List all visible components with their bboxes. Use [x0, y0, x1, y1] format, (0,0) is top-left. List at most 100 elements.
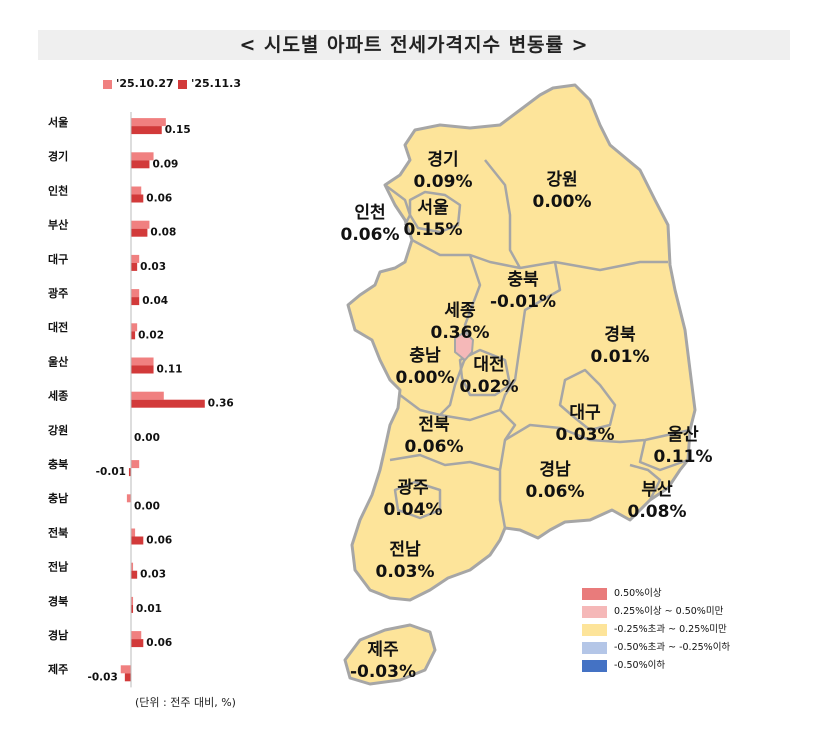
map-labels: 경기0.09%인천0.06%서울0.15%강원0.00%충북-0.01%세종0.… — [341, 150, 713, 682]
data-label: -0.01 — [96, 466, 126, 478]
map-legend-swatch — [582, 588, 607, 600]
map-region-value: 0.03% — [376, 562, 435, 582]
data-label: 0.00 — [134, 432, 160, 444]
data-label: 0.04 — [142, 295, 168, 307]
bar-curr — [131, 639, 144, 648]
map-region-name: 대전 — [473, 355, 504, 375]
map-region-value: 0.08% — [628, 502, 687, 522]
border-chungnam-chungbuk — [399, 254, 482, 417]
bar-curr — [131, 297, 140, 306]
map-region-value: 0.09% — [414, 172, 473, 192]
data-label: 0.03 — [140, 569, 166, 581]
bar-curr — [131, 604, 134, 613]
map-region-name: 서울 — [417, 198, 449, 218]
bar-prev — [120, 665, 131, 674]
category-label: 경북 — [48, 594, 68, 608]
map-region-name: 경북 — [604, 325, 636, 345]
bar-prev — [131, 528, 136, 537]
map-legend-label: 0.50%이상 — [614, 588, 662, 599]
legend-swatch-prev — [103, 79, 112, 89]
bar-prev — [126, 494, 131, 503]
map-region-name: 제주 — [367, 640, 399, 660]
map-region-value: 0.36% — [431, 323, 490, 343]
category-label: 서울 — [48, 115, 68, 129]
data-label: 0.15 — [165, 124, 191, 136]
map-region-value: 0.06% — [341, 225, 400, 245]
map-region-value: 0.04% — [384, 500, 443, 520]
category-label: 광주 — [48, 287, 68, 300]
map-region-name: 광주 — [397, 478, 429, 498]
bar-curr — [131, 262, 138, 271]
legend-item-prev: '25.10.27 — [103, 77, 174, 90]
category-label: 부산 — [48, 218, 68, 232]
border-chungbuk-gyeongbuk — [498, 261, 562, 411]
bar-curr — [131, 536, 144, 545]
map-legend-swatch — [582, 642, 607, 654]
category-label: 대구 — [48, 252, 68, 266]
bar-curr — [131, 365, 154, 374]
data-label: 0.11 — [157, 364, 183, 376]
map-region-value: -0.01% — [490, 292, 556, 312]
bar-prev — [131, 289, 140, 298]
border-gyeonggi-gangwon — [484, 159, 522, 269]
bar-curr — [131, 331, 136, 340]
map-legend-label: -0.25%초과 ~ 0.25%미만 — [614, 624, 727, 635]
data-label: 0.08 — [150, 227, 176, 239]
border-jeonbuk-jeonnam — [389, 453, 501, 472]
category-label: 인천 — [48, 183, 68, 197]
bar-prev — [131, 357, 154, 366]
map-region-value: 0.15% — [404, 220, 463, 240]
border-ulsan-busan — [638, 439, 689, 472]
bar-prev — [131, 220, 150, 229]
map-jeju — [343, 623, 437, 686]
data-label: 0.06 — [146, 535, 172, 547]
data-label: 0.02 — [138, 329, 164, 341]
map-region-value: 0.11% — [654, 447, 713, 467]
map-legend-label: -0.50%초과 ~ -0.25%이하 — [614, 642, 731, 653]
map-region-value: 0.00% — [533, 192, 592, 212]
bar-prev — [131, 254, 140, 263]
data-label: 0.00 — [134, 500, 160, 512]
legend-item-curr: '25.11.3 — [178, 77, 241, 90]
map-sejong — [454, 330, 475, 362]
bar-prev — [131, 562, 134, 571]
legend-label-curr: '25.11.3 — [191, 77, 241, 90]
category-label: 세종 — [48, 389, 68, 403]
bar-curr — [124, 673, 131, 682]
category-label: 전남 — [48, 560, 68, 574]
bar-prev — [131, 186, 142, 195]
bar-prev — [131, 631, 142, 640]
unit-note: (단위 : 전주 대비, %) — [135, 696, 236, 709]
category-label: 강원 — [48, 423, 68, 437]
map-legend-swatch — [582, 624, 607, 636]
bar-curr — [128, 468, 131, 477]
map-legend-label: 0.25%이상 ~ 0.50%미만 — [614, 606, 724, 617]
map-region-value: 0.01% — [591, 347, 650, 367]
map-region-name: 울산 — [667, 425, 699, 445]
category-label: 대전 — [48, 320, 68, 334]
border-seoul — [408, 190, 462, 234]
map-legend-swatch — [582, 660, 607, 672]
map-region-value: 0.03% — [556, 425, 615, 445]
map-region-name: 경기 — [427, 150, 458, 170]
map-legend-label: -0.50%이하 — [614, 660, 666, 671]
category-label: 전북 — [48, 525, 68, 539]
bar-curr — [131, 126, 162, 135]
bar-curr — [131, 228, 148, 237]
category-label: 경남 — [48, 628, 68, 642]
data-label: 0.09 — [152, 158, 178, 170]
bar-prev — [131, 323, 138, 332]
legend-label-prev: '25.10.27 — [116, 77, 174, 90]
category-label: 경기 — [48, 149, 68, 163]
map-region-name: 부산 — [641, 480, 673, 500]
map-region-name: 전북 — [418, 415, 450, 435]
bar-chart: 서울 0.15 경기 0.09 인천 0.06 부산 0.08 대구 0.03 광주 0.04 대전 0.… — [48, 112, 234, 688]
map-region-name: 충남 — [409, 346, 441, 366]
map-region-value: -0.03% — [350, 662, 416, 682]
data-label: -0.03 — [87, 671, 117, 683]
category-label: 제주 — [48, 662, 68, 676]
data-label: 0.06 — [146, 637, 172, 649]
border-gyeonggi-south — [411, 238, 668, 272]
map-region-name: 충북 — [507, 270, 539, 290]
